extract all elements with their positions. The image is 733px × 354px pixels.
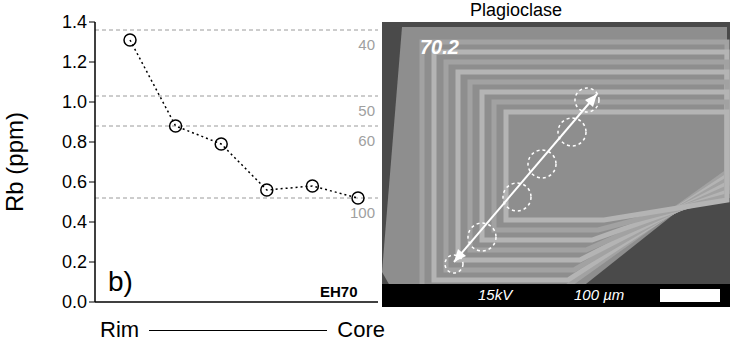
svg-text:40: 40 [358,36,375,53]
svg-text:1.2: 1.2 [62,52,87,72]
html-text:100 µm: 100 µm [574,286,625,303]
html-text:15kV: 15kV [478,286,513,303]
svg-text:50: 50 [358,102,375,119]
svg-text:0.4: 0.4 [62,212,87,232]
svg-text:100: 100 [350,204,375,221]
html-text:Rim: Rim [100,317,140,342]
svg-text:0.8: 0.8 [62,132,87,152]
svg-text:1.4: 1.4 [62,12,87,32]
svg-text:60: 60 [358,132,375,149]
html-text:Core: Core [337,317,385,342]
svg-text:0.2: 0.2 [62,252,87,272]
html-text:EH70: EH70 [320,283,358,300]
html-text:Plagioclase: Plagioclase [470,0,563,20]
html-text:b): b) [108,266,133,297]
svg-text:0.6: 0.6 [62,172,87,192]
svg-text:1.0: 1.0 [62,92,87,112]
svg-text:Rb (ppm): Rb (ppm) [1,112,28,212]
html-text:70.2: 70.2 [420,36,459,58]
svg-text:0.0: 0.0 [62,292,87,312]
